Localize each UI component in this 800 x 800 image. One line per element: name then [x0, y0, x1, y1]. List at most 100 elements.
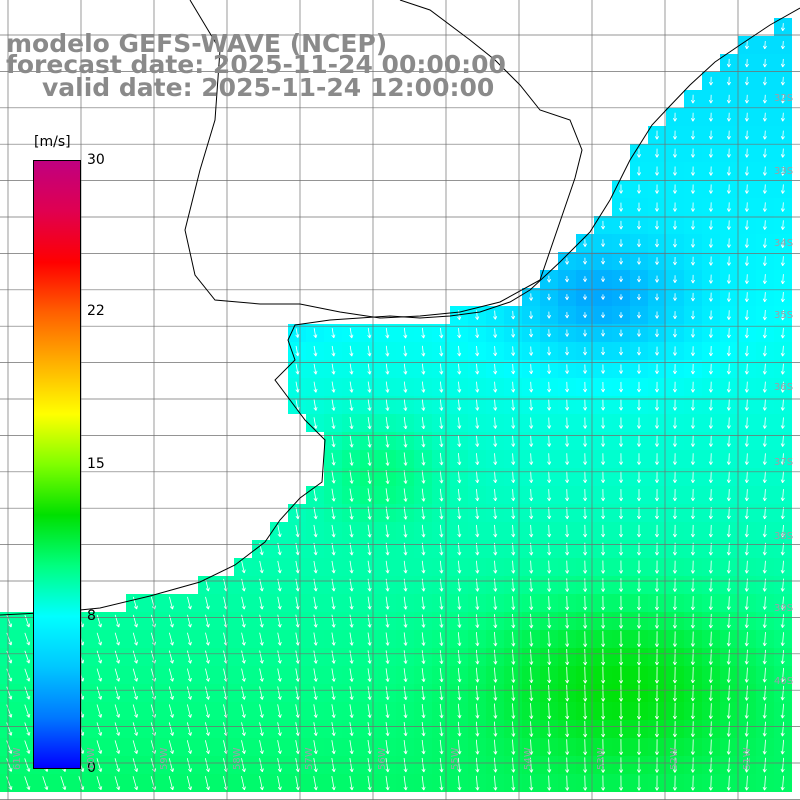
wind-arrow [529, 435, 534, 447]
wind-arrow [601, 684, 606, 702]
wind-arrow [708, 202, 713, 212]
wind-arrow [367, 632, 372, 646]
wind-arrow [331, 650, 336, 664]
wind-arrow [295, 363, 300, 375]
wind-arrow [708, 721, 713, 737]
wind-arrow [690, 471, 695, 483]
wind-arrow [313, 632, 318, 646]
wind-arrow [331, 722, 336, 737]
wind-arrow [762, 703, 767, 719]
lon-label: 53W [596, 747, 607, 770]
wind-arrow [619, 739, 624, 756]
wind-arrow [780, 435, 785, 447]
wind-arrow [780, 399, 785, 411]
wind-arrow [439, 488, 444, 502]
wind-arrow [780, 560, 785, 574]
wind-arrow [762, 130, 767, 140]
wind-arrow [654, 202, 660, 212]
wind-arrow [762, 256, 767, 267]
wind-arrow [259, 542, 264, 556]
wind-arrow [708, 292, 713, 302]
wind-arrow [654, 184, 660, 194]
wind-arrow [780, 184, 785, 194]
wind-arrow [367, 434, 372, 448]
wind-arrow [564, 257, 570, 265]
wind-arrow [636, 257, 642, 265]
wind-arrow [780, 596, 785, 610]
wind-arrow [672, 596, 677, 611]
wind-arrow [547, 649, 552, 666]
wind-arrow [475, 435, 480, 447]
wind-arrow [672, 702, 677, 720]
wind-arrow [169, 596, 174, 610]
wind-arrow [708, 130, 713, 140]
wind-arrow [529, 775, 534, 791]
wind-arrow [403, 614, 408, 628]
wind-arrow [421, 560, 426, 574]
wind-arrow [457, 757, 462, 773]
wind-arrow [744, 327, 749, 339]
wind-arrow [762, 309, 767, 321]
wind-arrow [672, 220, 677, 230]
wind-arrow [654, 471, 660, 483]
lon-label: 61W [12, 747, 23, 770]
lat-label: 34S [774, 238, 794, 249]
wind-arrow [24, 614, 31, 628]
wind-arrow [439, 435, 444, 448]
wind-arrow [421, 739, 426, 755]
model-title: modelo GEFS-WAVE (NCEP) [6, 29, 388, 58]
wind-arrow [349, 381, 354, 393]
wind-arrow [439, 327, 444, 339]
wind-arrow [295, 560, 300, 574]
wind-arrow [601, 364, 606, 374]
wind-arrow [547, 399, 552, 411]
wind-arrow [762, 58, 767, 68]
wind-arrow [403, 506, 408, 520]
wind-arrow [349, 363, 354, 375]
wind-arrow [654, 238, 660, 248]
wind-arrow [439, 739, 444, 755]
wind-arrow [132, 668, 138, 682]
wind-arrow [780, 292, 785, 303]
wind-arrow [96, 650, 103, 664]
wind-arrow [367, 757, 372, 773]
wind-arrow [403, 650, 408, 664]
wind-arrow [744, 507, 749, 520]
wind-arrow [529, 489, 534, 502]
wind-arrow [654, 435, 660, 447]
wind-arrow [367, 560, 372, 574]
wind-arrow [744, 363, 749, 375]
wind-arrow [547, 613, 552, 629]
wind-arrow [385, 668, 390, 682]
wind-arrow [780, 614, 785, 628]
wind-arrow [618, 329, 624, 337]
wind-arrow [493, 310, 498, 320]
wind-arrow [618, 202, 624, 212]
wind-arrow [132, 776, 139, 791]
wind-arrow [565, 775, 570, 791]
wind-arrow [529, 417, 534, 429]
lat-label: 39S [774, 603, 794, 614]
wind-arrow [168, 740, 174, 754]
wind-arrow [385, 381, 390, 393]
wind-arrow [349, 560, 354, 574]
wind-arrow [132, 686, 138, 700]
wind-arrow [385, 345, 390, 357]
wind-arrow [636, 648, 642, 666]
wind-arrow [403, 470, 408, 484]
wind-arrow [708, 685, 713, 702]
lon-label: 52W [669, 747, 680, 770]
wind-arrow [313, 345, 318, 357]
wind-arrow [726, 94, 731, 104]
wind-arrow [295, 381, 300, 393]
wind-arrow [618, 276, 624, 283]
wind-arrow [744, 721, 749, 737]
wind-arrow [547, 703, 552, 720]
colorbar-tick-0: 0 [87, 760, 96, 776]
wind-arrow [168, 686, 174, 700]
forecast-date: forecast date: 2025-11-24 00:00:00 [6, 50, 506, 79]
wind-arrow [690, 202, 695, 212]
wind-arrow [726, 721, 731, 737]
wind-arrow [385, 757, 390, 773]
